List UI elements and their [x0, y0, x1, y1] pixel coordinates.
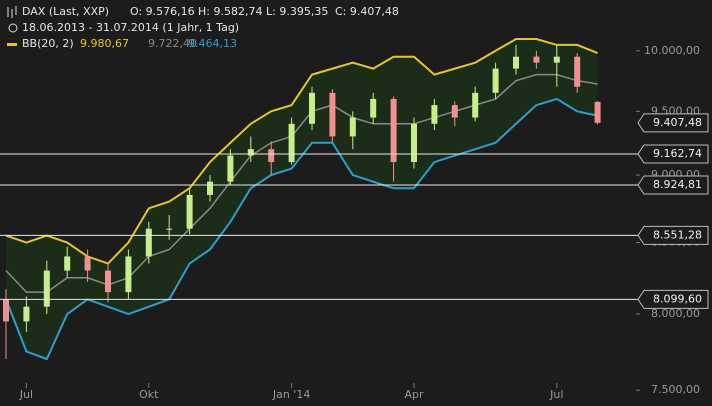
candle-body	[349, 117, 356, 137]
indicator-icon	[7, 43, 17, 46]
level-label: 8.924,81	[653, 178, 702, 191]
x-tick-label: Okt	[139, 388, 159, 401]
candle-body	[288, 123, 295, 163]
indicator-value: 9.722,40	[148, 37, 197, 50]
indicator-value: 9.464,13	[188, 37, 237, 50]
band-area	[6, 39, 598, 360]
level-tag	[637, 175, 709, 195]
x-tick-label: Jul	[549, 388, 563, 401]
clock-icon	[8, 23, 18, 33]
indicator-line	[5, 73, 598, 293]
candle-body	[431, 105, 438, 124]
level-label: 8.099,60	[653, 292, 702, 305]
candle-body	[207, 181, 213, 195]
candle-body	[227, 155, 234, 182]
last-price-tag	[637, 113, 709, 133]
candle-body	[84, 256, 91, 271]
candle-body	[105, 270, 111, 293]
candle-body	[451, 105, 458, 118]
x-tick-label: Jul	[19, 388, 33, 401]
y-tick-label: 7.500,00	[651, 383, 700, 396]
candle-body	[513, 56, 519, 69]
candle-body	[145, 228, 152, 257]
candle-body	[268, 149, 275, 163]
header: DAX (Last, XXP) O: 9.576,16 H: 9.582,74 …	[7, 5, 399, 50]
candle-body	[64, 256, 71, 271]
level-label: 8.551,28	[653, 228, 702, 241]
candle-body	[186, 194, 193, 229]
candle-body	[3, 299, 9, 322]
y-tick-label: 10.000,00	[644, 44, 700, 57]
x-tick-label: Jan '14	[272, 388, 310, 401]
indicator-label: BB(20, 2)	[22, 37, 74, 50]
level-tag	[637, 225, 709, 245]
ohlc-open: O: 9.576,16	[130, 5, 195, 18]
candle-body	[23, 306, 30, 322]
candle-body	[594, 101, 601, 123]
candle-body	[43, 270, 50, 307]
ohlc-low: L: 9.395,35	[266, 5, 328, 18]
level-tag	[637, 144, 709, 164]
candle-body	[472, 92, 479, 118]
candle-body	[166, 228, 173, 230]
candle-body	[247, 149, 254, 156]
level-tag	[637, 289, 709, 309]
chart-subtitle: 18.06.2013 - 31.07.2014 (1 Jahr, 1 Tag)	[22, 21, 239, 34]
candle-body	[553, 56, 560, 63]
ohlc-close: C: 9.407,48	[335, 5, 399, 18]
candle-body	[492, 68, 499, 93]
candle-body	[309, 92, 315, 124]
indicator-line	[5, 97, 598, 361]
indicator-value: 9.980,67	[80, 37, 129, 50]
level-label: 9.162,74	[653, 147, 702, 160]
chart-title: DAX (Last, XXP)	[22, 5, 109, 18]
chart-icon	[7, 6, 17, 18]
candle-body	[125, 256, 132, 293]
indicator-line	[5, 38, 598, 265]
candle-body	[574, 56, 581, 87]
candle-body	[411, 123, 417, 163]
ohlc-high: H: 9.582,74	[198, 5, 262, 18]
last-price-label: 9.407,48	[653, 116, 702, 129]
plot: 10.000,009.500,009.000,008.500,008.000,0…	[0, 38, 709, 401]
candle-body	[533, 56, 540, 63]
y-tick-label: 8.000,00	[651, 307, 700, 320]
candle-body	[329, 92, 336, 137]
candle-body	[370, 98, 377, 118]
candle-body	[390, 98, 397, 163]
x-tick-label: Apr	[404, 388, 424, 401]
